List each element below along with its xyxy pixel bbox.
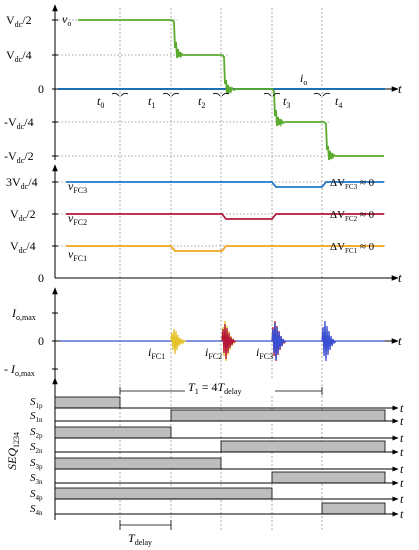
row-t-7: t <box>400 492 404 506</box>
row-t-8: t <box>400 507 404 521</box>
time-gridlines <box>119 8 323 530</box>
vfc2-label: vFC2 <box>68 211 87 227</box>
vfc1-waveform <box>66 245 384 252</box>
voltage-axis-t: t <box>398 81 402 96</box>
gate-s4n-on <box>321 502 386 515</box>
ifc3-oscillation-1 <box>271 322 287 361</box>
gate-s2p-on <box>54 426 172 439</box>
switching-sequence-panel: SEQ1234 T1 = 4Tdelay <box>5 377 404 547</box>
ylabel-neg-vdc-half: -Vdc/2 <box>4 149 34 165</box>
delta-vfc1: ΔVFC1 ≈ 0 <box>330 241 375 255</box>
time-mark-t2: t2 <box>198 94 205 110</box>
time-mark-brackets <box>111 92 331 97</box>
row-t-6: t <box>400 476 404 490</box>
row-label-s2p: S2p <box>30 426 43 440</box>
ylabel-neg-vdc-quarter: -Vdc/4 <box>4 115 34 131</box>
ifc1-label: iFC1 <box>148 345 165 361</box>
tdelay-label: Tdelay <box>128 531 152 547</box>
row-label-s4p: S4p <box>30 488 43 502</box>
fc-ylabel-zero: 0 <box>38 271 44 285</box>
ylabel-vdc-half: Vdc/2 <box>6 13 32 29</box>
gate-s3n-on <box>271 471 386 484</box>
io-label: io <box>300 71 307 87</box>
current-ylabel-neg-iomax: - Io,max <box>4 362 35 378</box>
vfc2-waveform <box>66 213 384 220</box>
delta-vfc3: ΔVFC3 ≈ 0 <box>330 177 375 191</box>
gate-row-axes <box>55 405 399 517</box>
row-label-s4n: S4n <box>30 503 43 517</box>
vfc3-label: vFC3 <box>68 179 87 195</box>
time-mark-t1: t1 <box>148 94 155 110</box>
row-t-1: t <box>400 401 404 415</box>
vo-label: vo <box>62 12 71 28</box>
delta-vfc2: ΔVFC2 ≈ 0 <box>330 209 375 223</box>
voltage-y-ticks <box>52 19 58 157</box>
vfc1-label: vFC1 <box>68 247 87 263</box>
fc-voltage-panel: 3Vdc/4 Vdc/2 Vdc/4 0 vFC3 vFC2 vFC1 ΔVFC… <box>6 164 402 285</box>
row-t-2: t <box>400 414 404 428</box>
row-label-s2n: S2n <box>30 441 43 455</box>
period-annotation: T1 = 4Tdelay <box>119 380 323 396</box>
vfc3-waveform <box>66 181 384 188</box>
row-label-s1p: S1p <box>30 396 43 410</box>
time-mark-t4: t4 <box>335 94 342 110</box>
gate-row-labels: S1p S1n S2p S2n S3p S3n S4p S4n <box>30 396 43 517</box>
current-axis-t: t <box>398 333 402 348</box>
row-t-4: t <box>400 445 404 459</box>
time-mark-labels: t0 t1 t2 t3 t4 <box>97 94 342 110</box>
gate-bars <box>54 396 386 515</box>
gate-s4p-on <box>54 487 273 500</box>
current-ylabel-zero: 0 <box>38 334 44 348</box>
ifc3-label: iFC3 <box>256 345 273 361</box>
seq-vertical-label: SEQ1234 <box>5 432 21 470</box>
row-t-3: t <box>400 431 404 445</box>
gate-s3p-on <box>54 457 222 470</box>
fc-y-ticks <box>52 181 58 247</box>
row-label-s1n: S1n <box>30 410 43 424</box>
fc-ylabel-vdc-quarter: Vdc/4 <box>10 239 36 255</box>
tdelay-annotation: Tdelay <box>119 520 172 547</box>
period-label: T1 = 4Tdelay <box>188 380 241 396</box>
voltage-panel: Vdc/2 Vdc/4 0 -Vdc/4 -Vdc/2 vo io t t0 t… <box>4 4 402 165</box>
vo-waveform <box>78 19 384 161</box>
time-mark-t3: t3 <box>283 94 290 110</box>
fc-ylabel-vdc-half: Vdc/2 <box>10 207 36 223</box>
fc-ylabel-3vdc-quarter: 3Vdc/4 <box>6 175 38 191</box>
ifc2-label: iFC2 <box>205 345 222 361</box>
row-label-s3n: S3n <box>30 472 43 486</box>
gate-s1p-on <box>54 396 121 409</box>
ifc1-oscillation-1 <box>170 328 186 355</box>
fc-axis-t: t <box>398 270 402 285</box>
fc-current-panel: Io,max 0 - Io,max iFC1 iFC2 iFC3 t <box>4 287 402 380</box>
current-ylabel-iomax: Io,max <box>11 306 36 322</box>
gate-s2n-on <box>220 440 386 453</box>
ylabel-zero: 0 <box>38 82 44 96</box>
gate-row-t-labels: t t t t t t t t <box>400 401 404 521</box>
row-label-s3p: S3p <box>30 457 43 471</box>
gate-s1n-on <box>170 409 386 422</box>
current-y-ticks <box>52 312 58 370</box>
time-mark-t0: t0 <box>97 94 104 110</box>
ifc3-oscillation-2 <box>321 320 337 362</box>
ifc2-oscillation-1 <box>221 323 237 360</box>
row-t-5: t <box>400 462 404 476</box>
ylabel-vdc-quarter: Vdc/4 <box>6 48 32 64</box>
